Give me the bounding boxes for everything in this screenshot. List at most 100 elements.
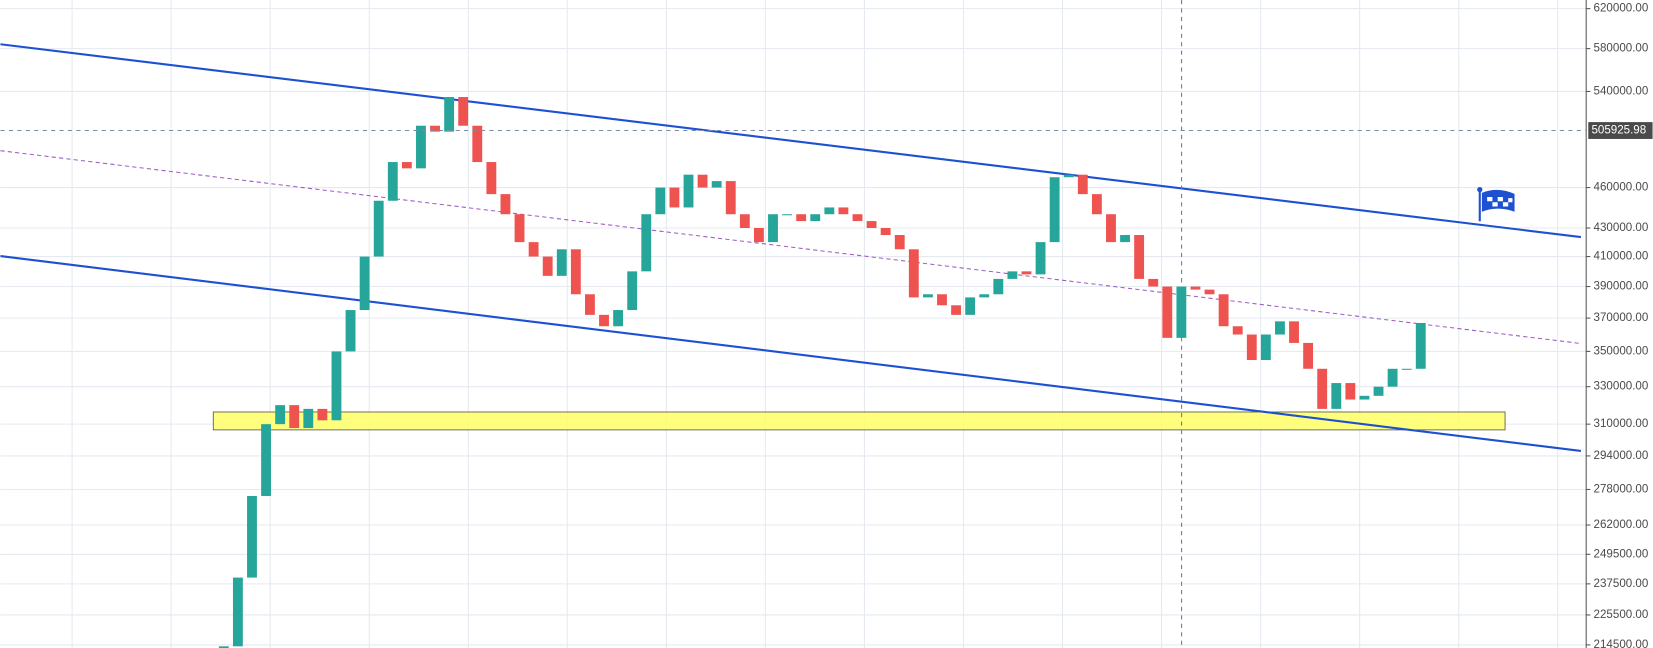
candle-body — [514, 214, 525, 243]
candle-body — [1148, 278, 1159, 287]
last-price-label: 505925.98 — [1591, 125, 1646, 137]
candle-body — [739, 214, 750, 229]
candle-body — [458, 97, 469, 126]
flag-icon — [1477, 187, 1515, 222]
candle-body — [289, 405, 300, 429]
candle-body — [655, 187, 666, 215]
y-tick-label: 225500.00 — [1594, 609, 1649, 621]
y-tick-label: 249500.00 — [1594, 548, 1649, 560]
candle-body — [627, 271, 638, 311]
candle-body — [430, 125, 440, 132]
candle-body — [753, 228, 764, 243]
y-tick-label: 294000.00 — [1594, 450, 1649, 462]
support-zone — [212, 411, 1506, 431]
y-tick-label: 262000.00 — [1594, 519, 1649, 531]
candle-body — [852, 214, 863, 222]
y-tick-label: 620000.00 — [1594, 3, 1649, 15]
candle-body — [1246, 334, 1257, 361]
candle-body — [1204, 289, 1215, 295]
candle-body — [599, 314, 609, 327]
candle-body — [345, 310, 356, 352]
candle-body — [979, 294, 990, 298]
candle-body — [275, 405, 286, 425]
y-tick-label: 330000.00 — [1594, 381, 1649, 393]
y-tick-label: 390000.00 — [1594, 281, 1649, 293]
candle-body — [1190, 286, 1201, 290]
candle-body — [1289, 321, 1299, 343]
candle-body — [303, 408, 314, 429]
candle-body — [711, 181, 722, 188]
candle-body — [472, 125, 483, 163]
candle-body — [1331, 383, 1342, 409]
candle-body — [1162, 286, 1173, 338]
candle-body — [1232, 326, 1243, 335]
candle-body — [416, 125, 426, 169]
candle-body — [1260, 334, 1271, 361]
candle-body — [1373, 386, 1384, 396]
candle-body — [1007, 271, 1018, 279]
candle-body — [824, 207, 835, 215]
y-tick-label: 310000.00 — [1594, 418, 1649, 430]
candle-body — [1120, 235, 1130, 243]
candle-body — [261, 424, 271, 496]
candle-body — [866, 221, 877, 229]
candle-body — [880, 228, 891, 236]
candle-body — [894, 235, 905, 250]
candle-body — [331, 351, 342, 421]
candle-body — [1134, 235, 1145, 279]
candle-body — [782, 214, 793, 216]
candle-body — [937, 294, 947, 306]
candle-body — [951, 305, 961, 315]
y-tick-label: 540000.00 — [1594, 86, 1649, 98]
y-tick-label: 350000.00 — [1594, 345, 1649, 357]
candle-body — [373, 200, 384, 257]
candle-body — [528, 242, 539, 257]
candle-body — [585, 294, 595, 315]
y-tick-label: 278000.00 — [1594, 484, 1649, 496]
candle-body — [1091, 194, 1102, 215]
y-tick-label: 410000.00 — [1594, 251, 1649, 263]
candle-body — [908, 249, 919, 298]
candle-body — [725, 181, 736, 215]
y-tick-label: 370000.00 — [1594, 312, 1649, 324]
candle-body — [500, 194, 511, 215]
candle-body — [641, 214, 652, 272]
candle-body — [922, 294, 933, 298]
channel-middle — [0, 150, 1581, 345]
candle-body — [965, 297, 976, 315]
candle-body — [1317, 368, 1328, 409]
candle-body — [542, 256, 553, 276]
candle-body — [683, 174, 694, 208]
candle-body — [1387, 368, 1398, 387]
candle-body — [768, 214, 778, 243]
candle-body — [810, 214, 821, 222]
candle-body — [486, 162, 497, 195]
candle-body — [1049, 177, 1060, 243]
candle-body — [556, 249, 567, 276]
candle-body — [1303, 342, 1314, 369]
y-tick-label: 580000.00 — [1594, 43, 1649, 55]
candles — [218, 97, 1426, 648]
candle-body — [1035, 242, 1046, 275]
candle-body — [359, 256, 370, 311]
channel-upper — [0, 43, 1582, 239]
candle-body — [1218, 294, 1229, 327]
candle-body — [669, 187, 680, 208]
y-tick-label: 430000.00 — [1594, 222, 1649, 234]
candle-body — [1077, 174, 1088, 195]
candle-body — [1401, 368, 1412, 370]
candle-body — [232, 577, 243, 647]
channel-lower — [0, 254, 1582, 453]
y-tick-label: 237500.00 — [1594, 578, 1649, 590]
candle-body — [444, 97, 455, 132]
y-tick-label: 460000.00 — [1594, 182, 1649, 194]
candle-body — [1106, 214, 1116, 243]
candle-body — [1359, 395, 1370, 400]
candle-body — [993, 278, 1004, 295]
candle-body — [247, 495, 257, 578]
price-axis: 620000.00 580000.00 540000.00 460000.00 4300… — [1586, 3, 1653, 648]
candle-body — [570, 249, 581, 295]
candle-body — [401, 162, 412, 169]
candle-body — [1415, 322, 1426, 369]
